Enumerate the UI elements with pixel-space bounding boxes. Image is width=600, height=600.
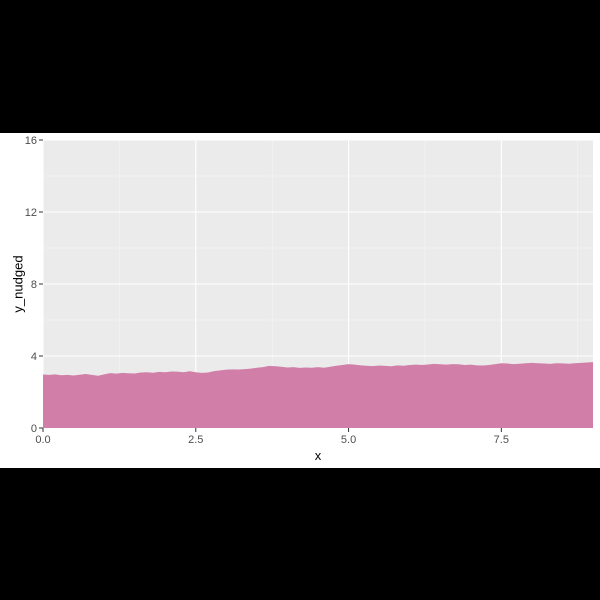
y-axis-title: y_nudged <box>11 255 26 312</box>
x-tick-label: 5.0 <box>341 434 356 446</box>
y-tick-label: 8 <box>31 279 37 291</box>
y-tick-label: 16 <box>25 135 37 147</box>
x-tick-label: 2.5 <box>188 434 203 446</box>
chart-figure: 0 4 8 12 16 0.0 2.5 5.0 7.5 x y_nudged <box>0 133 600 468</box>
area-series <box>43 362 593 428</box>
y-tick-label: 0 <box>31 423 37 435</box>
x-axis-title: x <box>315 448 322 463</box>
x-axis: 0.0 2.5 5.0 7.5 <box>35 428 509 446</box>
area-chart: 0 4 8 12 16 0.0 2.5 5.0 7.5 x y_nudged <box>11 135 593 463</box>
y-tick-label: 4 <box>31 351 37 363</box>
y-tick-label: 12 <box>25 207 37 219</box>
x-tick-label: 7.5 <box>494 434 509 446</box>
y-axis: 0 4 8 12 16 <box>25 135 43 435</box>
x-tick-label: 0.0 <box>35 434 50 446</box>
